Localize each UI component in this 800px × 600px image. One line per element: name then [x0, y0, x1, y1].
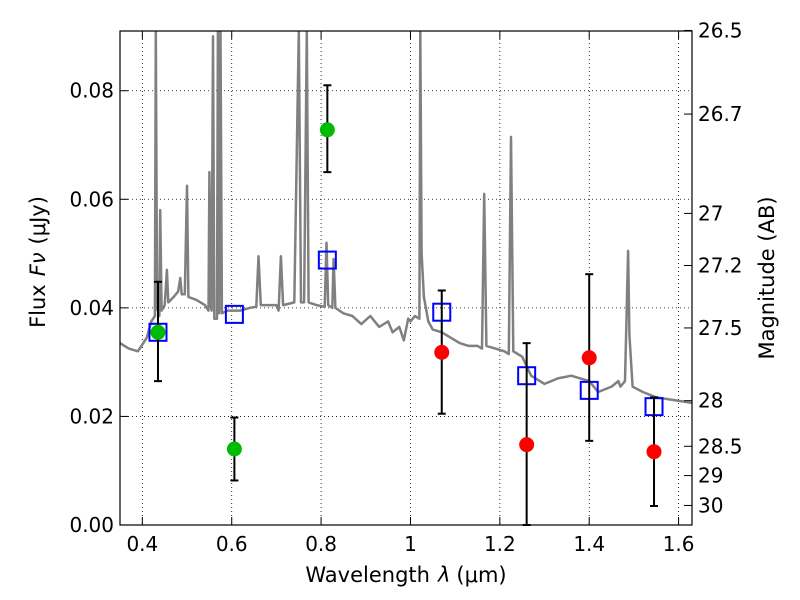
x-axis-label-symbol: λ: [437, 563, 450, 587]
x-tick-label: 0.8: [305, 532, 337, 556]
right-axis-label: Magnitude (AB): [755, 196, 779, 359]
y-axis-label-text: Flux: [26, 284, 50, 328]
right-tick-label: 28: [698, 389, 723, 413]
right-tick-label: 29: [698, 464, 723, 488]
y-axis-label-symbol: Fν: [26, 252, 50, 276]
x-tick-label: 1.2: [484, 532, 516, 556]
plot-frame: [119, 30, 693, 526]
right-tick-label: 28.5: [698, 434, 743, 458]
x-tick-label: 0.6: [216, 532, 248, 556]
observed-point: [519, 437, 535, 453]
x-tick-label: 1: [404, 532, 417, 556]
right-tick-label: 27.5: [698, 316, 743, 340]
x-tick-label: 0.4: [126, 532, 158, 556]
y-axis-label-units: (μJy): [26, 196, 50, 244]
right-tick-label: 27: [698, 201, 723, 225]
observed-point: [434, 344, 450, 360]
right-tick-label: 27.2: [698, 254, 743, 278]
x-axis-label-text: Wavelength: [305, 563, 430, 587]
x-tick-label: 1.6: [663, 532, 695, 556]
observed-point: [646, 444, 662, 460]
x-axis-label-units: (μm): [456, 563, 506, 587]
y-tick-label: 0.08: [69, 79, 114, 103]
model-photometry-square: [224, 304, 244, 324]
series-layer: [120, 31, 692, 405]
observed-point: [319, 122, 335, 138]
observed-point: [581, 350, 597, 366]
x-axis-label: Wavelength λ (μm): [305, 563, 506, 587]
y-tick-label: 0.04: [69, 296, 114, 320]
y-tick-label: 0.06: [69, 187, 114, 211]
observed-point: [226, 441, 242, 457]
y-tick-label: 0.02: [69, 404, 114, 428]
x-tick-label: 1.4: [573, 532, 605, 556]
observed-point: [150, 324, 166, 340]
markers-layer: [148, 84, 664, 526]
y-axis-label: Flux Fν (μJy): [26, 196, 50, 328]
y-tick-label: 0.00: [69, 513, 114, 537]
axis-ticks: 0.4 0.6 0.8 1 1.2 1.4 1.6 0.00 0.02 0.04 0.06 0.08 2…: [69, 18, 742, 556]
right-tick-label: 26.7: [698, 102, 743, 126]
right-tick-label: 30: [698, 493, 723, 517]
model-photometry-square: [317, 250, 337, 270]
model-sed-line: [120, 31, 692, 405]
plot-background: [120, 31, 692, 525]
right-tick-label: 26.5: [698, 18, 743, 42]
